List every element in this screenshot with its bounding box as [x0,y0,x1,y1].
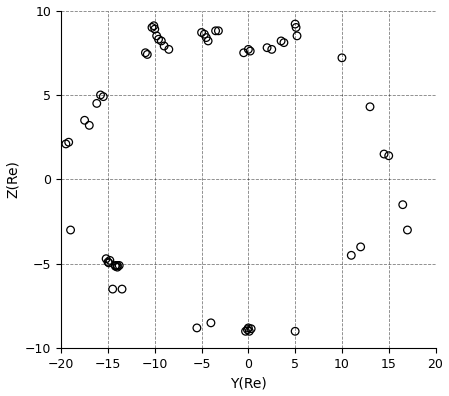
Point [194,325,201,331]
Point [245,325,252,331]
Point [158,38,165,44]
Point [357,244,364,250]
Point [148,24,155,30]
Point [100,93,107,100]
Point [292,24,299,30]
Point [112,263,119,269]
Point [109,286,116,292]
Point [151,26,158,32]
Point [240,50,247,56]
Point [212,28,219,34]
Point [385,152,392,159]
Point [246,328,253,335]
Point [144,51,151,57]
Point [97,92,104,98]
Point [102,255,110,262]
Point [294,33,301,39]
Point [105,259,112,265]
Point [247,48,254,54]
Point [114,264,121,270]
Point [81,117,88,124]
Point [153,33,160,39]
Point [142,50,149,56]
Point [62,141,70,147]
Point [201,31,208,37]
Point [112,262,119,268]
Point [150,23,158,29]
Point [380,151,387,157]
Point [399,202,406,208]
Point [106,260,113,266]
X-axis label: Y(Re): Y(Re) [230,377,267,390]
Point [404,227,411,233]
Point [114,262,121,268]
Point [86,122,93,129]
Point [205,38,212,44]
Point [348,252,355,259]
Point [244,326,251,333]
Y-axis label: Z(Re): Z(Re) [5,160,20,198]
Point [106,257,114,264]
Point [67,227,74,233]
Point [280,40,287,46]
Point [161,43,168,49]
Point [366,104,374,110]
Point [116,262,123,268]
Point [277,38,285,44]
Point [339,55,346,61]
Point [215,28,222,34]
Point [93,100,101,107]
Point [198,29,205,36]
Point [119,286,126,292]
Point [291,21,299,27]
Point [291,328,299,335]
Point [264,44,271,51]
Point [247,326,255,332]
Point [242,328,249,335]
Point [155,36,162,42]
Point [268,46,275,53]
Point [165,46,172,53]
Point [207,320,215,326]
Point [245,46,252,53]
Point [65,139,72,145]
Point [202,34,210,41]
